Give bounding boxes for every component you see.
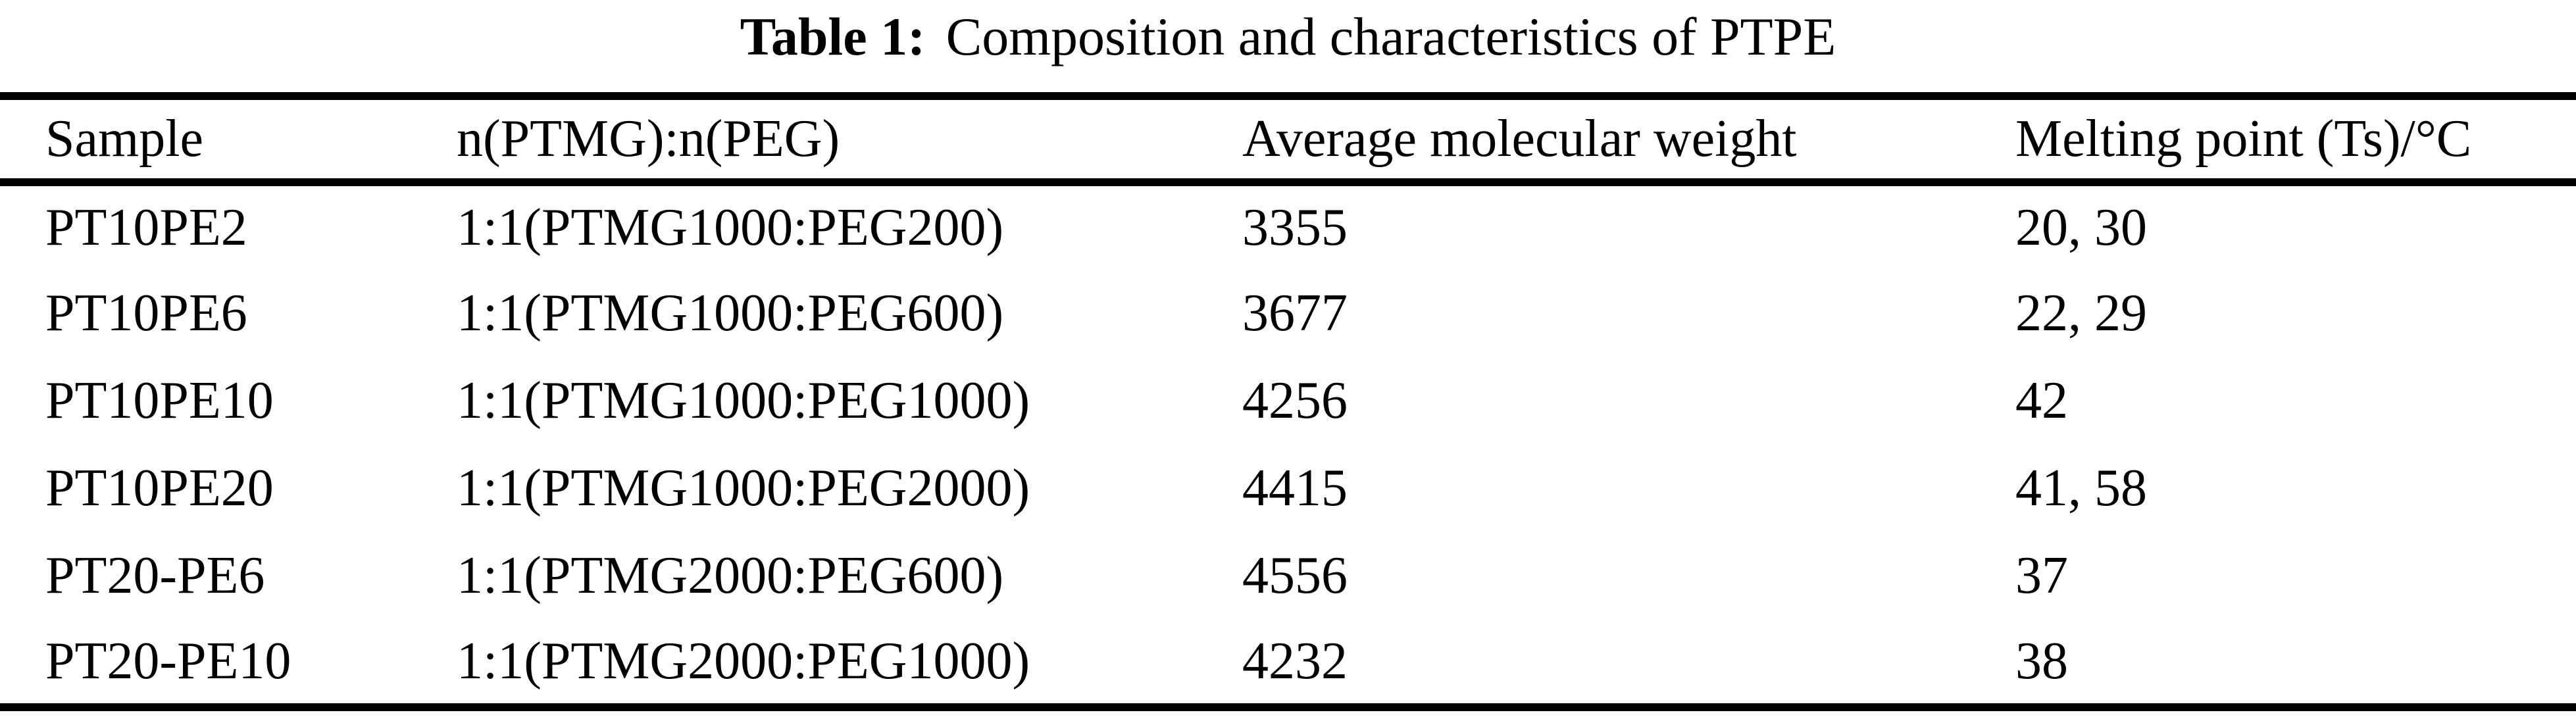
cell-ratio: 1:1(PTMG2000:PEG600)	[457, 547, 1004, 605]
composition-table: Sample n(PTMG):n(PEG) Average molecular …	[0, 92, 2576, 711]
table-row: PT10PE2 1:1(PTMG1000:PEG200) 3355 20, 30	[0, 182, 2576, 270]
cell-molecular-weight: 4232	[1242, 632, 1348, 690]
cell-ratio: 1:1(PTMG2000:PEG1000)	[457, 632, 1030, 690]
cell-melting-point: 41, 58	[2015, 459, 2147, 517]
cell-ratio: 1:1(PTMG1000:PEG1000)	[457, 372, 1030, 430]
cell-ratio: 1:1(PTMG1000:PEG600)	[457, 284, 1004, 342]
cell-sample: PT10PE10	[45, 372, 274, 430]
cell-ratio: 1:1(PTMG1000:PEG2000)	[457, 459, 1030, 517]
cell-sample: PT20-PE10	[45, 632, 291, 690]
table-row: PT20-PE10 1:1(PTMG2000:PEG1000) 4232 38	[0, 620, 2576, 707]
table-header-row: Sample n(PTMG):n(PEG) Average molecular …	[0, 96, 2576, 182]
column-header-sample: Sample	[45, 110, 203, 168]
cell-melting-point: 38	[2015, 632, 2068, 690]
table-caption-number: Table 1:	[740, 7, 926, 66]
cell-molecular-weight: 4556	[1242, 547, 1348, 605]
column-header-melting-point: Melting point (Ts)/°C	[2015, 110, 2472, 168]
table-row: PT10PE6 1:1(PTMG1000:PEG600) 3677 22, 29	[0, 270, 2576, 357]
cell-ratio: 1:1(PTMG1000:PEG200)	[457, 199, 1004, 257]
table-row: PT10PE20 1:1(PTMG1000:PEG2000) 4415 41, …	[0, 445, 2576, 532]
cell-melting-point: 22, 29	[2015, 284, 2147, 342]
cell-melting-point: 42	[2015, 372, 2068, 430]
cell-molecular-weight: 4415	[1242, 459, 1348, 517]
table-row: PT10PE10 1:1(PTMG1000:PEG1000) 4256 42	[0, 357, 2576, 445]
cell-molecular-weight: 3677	[1242, 284, 1348, 342]
cell-melting-point: 20, 30	[2015, 199, 2147, 257]
table-row: PT20-PE6 1:1(PTMG2000:PEG600) 4556 37	[0, 532, 2576, 620]
column-header-molecular-weight: Average molecular weight	[1242, 110, 1797, 168]
cell-sample: PT10PE20	[45, 459, 274, 517]
cell-sample: PT10PE2	[45, 199, 247, 257]
cell-molecular-weight: 3355	[1242, 199, 1348, 257]
column-header-ratio: n(PTMG):n(PEG)	[457, 110, 840, 168]
cell-sample: PT20-PE6	[45, 547, 265, 605]
cell-sample: PT10PE6	[45, 284, 247, 342]
table-caption: Table 1: Composition and characteristics …	[0, 0, 2576, 92]
cell-melting-point: 37	[2015, 547, 2068, 605]
cell-molecular-weight: 4256	[1242, 372, 1348, 430]
table-caption-title: Composition and characteristics of PTPE	[946, 7, 1836, 66]
